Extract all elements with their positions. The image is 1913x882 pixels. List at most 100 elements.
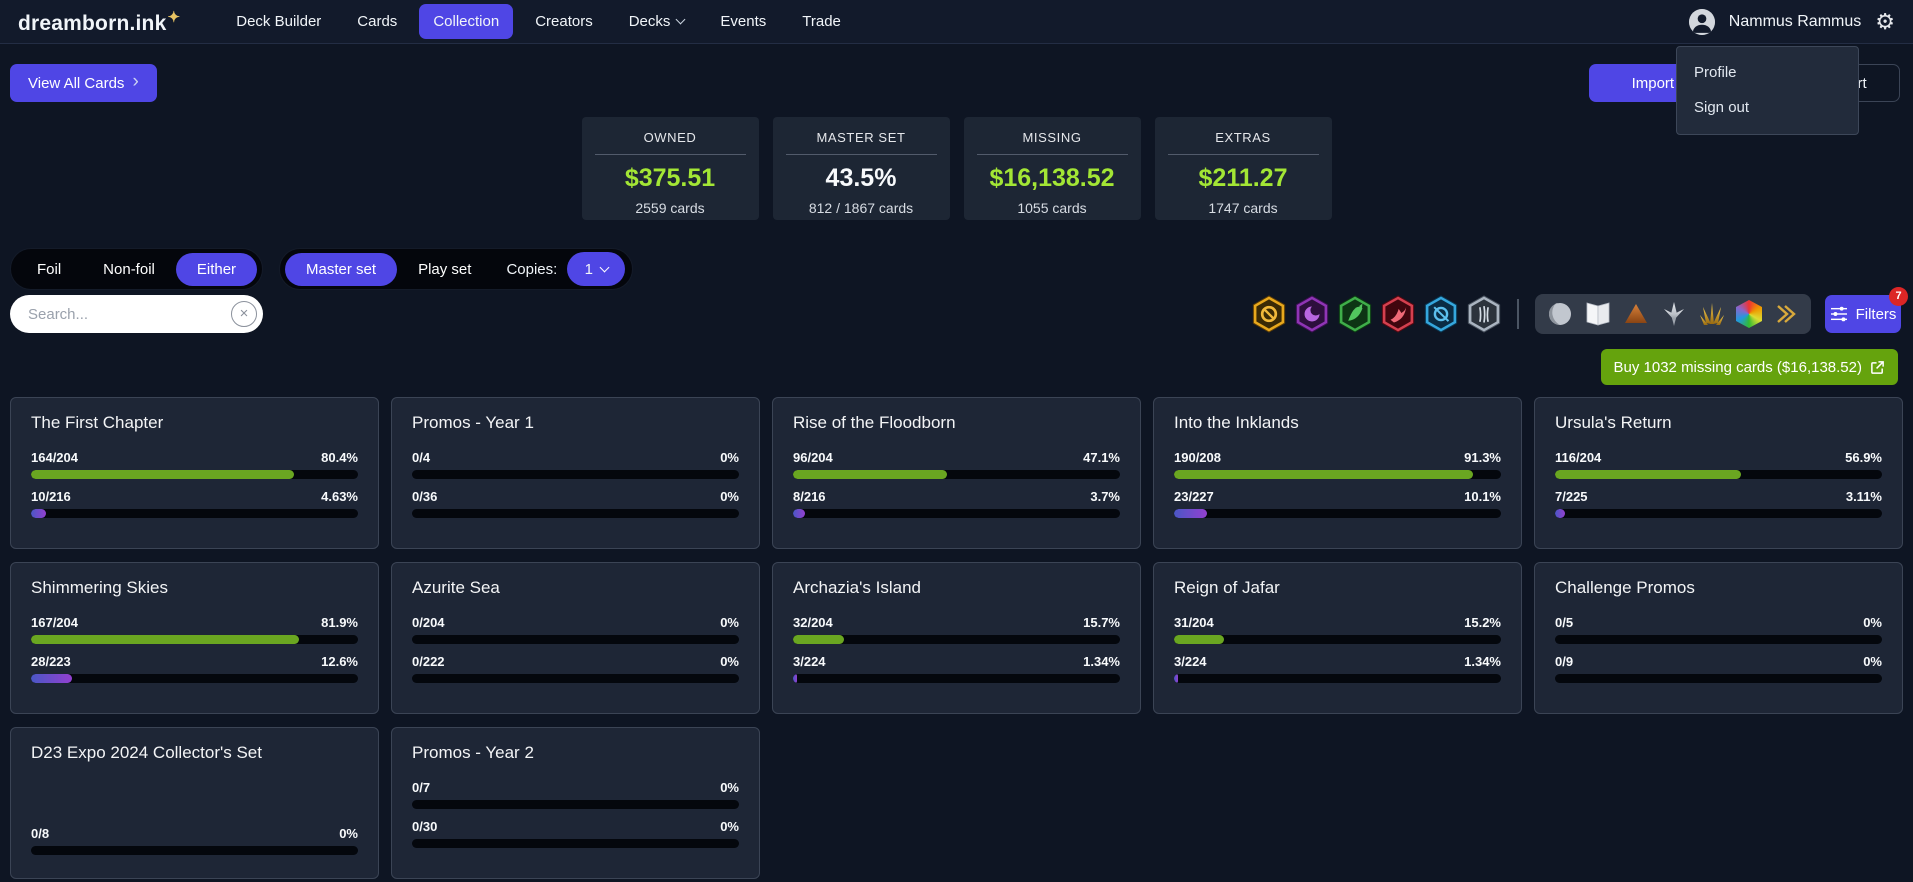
set-count: 96/204: [793, 450, 833, 465]
progress-bar: [1174, 509, 1501, 518]
gear-icon[interactable]: ⚙: [1875, 8, 1895, 34]
set-card-ursulas-return[interactable]: Ursula's Return 116/204 56.9% 7/225 3.11%: [1534, 397, 1903, 549]
set-count: 7/225: [1555, 489, 1588, 504]
emerald-ink-icon[interactable]: [1338, 295, 1372, 333]
copies-label: Copies:: [506, 260, 558, 278]
nav-item-deck-builder[interactable]: Deck Builder: [236, 13, 322, 30]
buy-missing-cards-button[interactable]: Buy 1032 missing cards ($16,138.52): [1600, 349, 1898, 385]
progress-bar: [31, 674, 358, 683]
progress-bar: [793, 509, 1120, 518]
progress-bar: [1555, 470, 1882, 479]
amethyst-ink-icon[interactable]: [1295, 295, 1329, 333]
clear-search-icon[interactable]: ×: [231, 301, 257, 327]
enchanted-rarity-icon[interactable]: [1736, 300, 1762, 328]
spacer: [31, 780, 358, 826]
set-card-d23-expo-2024[interactable]: D23 Expo 2024 Collector's Set 0/8 0%: [10, 727, 379, 879]
nav-item-cards[interactable]: Cards: [357, 13, 398, 30]
menu-item-profile[interactable]: Profile: [1694, 64, 1737, 81]
rare-rarity-icon[interactable]: [1622, 300, 1650, 328]
special-rarity-icon[interactable]: [1772, 300, 1800, 328]
set-card-into-the-inklands[interactable]: Into the Inklands 190/208 91.3% 23/227 10.…: [1153, 397, 1522, 549]
progress-fill: [793, 635, 845, 644]
progress-bar: [1174, 674, 1501, 683]
toolbar: View All Cards› Import Deck Export: [0, 44, 1913, 110]
buy-row: Buy 1032 missing cards ($16,138.52): [0, 349, 1913, 385]
bar-stats: 164/204 80.4%: [31, 450, 358, 465]
progress-bar: [1555, 674, 1882, 683]
nav-item-decks-label: Decks: [628, 13, 671, 30]
filter-foil[interactable]: Foil: [37, 260, 62, 278]
nav-item-events[interactable]: Events: [720, 13, 767, 30]
stat-label: MASTER SET: [816, 130, 906, 145]
stat-sub: 1055 cards: [1017, 200, 1087, 216]
nav-user-area: Nammus Rammus ⚙: [1688, 8, 1895, 35]
ruby-ink-icon[interactable]: [1381, 295, 1415, 333]
progress-fill: [793, 470, 948, 479]
steel-ink-icon[interactable]: [1467, 295, 1501, 333]
set-card-promos-year-2[interactable]: Promos - Year 2 0/7 0% 0/30 0%: [391, 727, 760, 879]
set-card-archazias-island[interactable]: Archazia's Island 32/204 15.7% 3/224 1.34%: [772, 562, 1141, 714]
nav-item-trade[interactable]: Trade: [802, 13, 841, 30]
set-pct: 91.3%: [1464, 450, 1501, 465]
set-pct: 0%: [720, 489, 739, 504]
progress-bar: [31, 470, 358, 479]
user-name: Nammus Rammus: [1728, 12, 1862, 30]
nav-item-decks[interactable]: Decks: [615, 4, 699, 39]
filter-either[interactable]: Either: [175, 252, 258, 286]
uncommon-rarity-icon[interactable]: [1584, 300, 1612, 328]
set-count: 3/224: [793, 654, 826, 669]
bar-stats: 96/204 47.1%: [793, 450, 1120, 465]
super-rare-rarity-icon[interactable]: [1660, 300, 1688, 328]
progress-bar: [412, 839, 739, 848]
buy-label: Buy 1032 missing cards ($16,138.52): [1613, 358, 1862, 376]
stat-value: 43.5%: [825, 164, 897, 192]
chevron-down-icon: [599, 262, 610, 272]
set-count: 0/4: [412, 450, 431, 465]
logo[interactable]: dreamborn.ink✦: [18, 8, 180, 36]
bar-stats: 32/204 15.7%: [793, 615, 1120, 630]
set-count: 28/223: [31, 654, 71, 669]
nav-item-creators[interactable]: Creators: [535, 13, 593, 30]
filters-button[interactable]: Filters 7: [1825, 287, 1908, 333]
set-card-azurite-sea[interactable]: Azurite Sea 0/204 0% 0/222 0%: [391, 562, 760, 714]
stat-sub: 1747 cards: [1208, 200, 1278, 216]
divider: [785, 154, 937, 155]
stat-label: MISSING: [1022, 130, 1082, 145]
set-pct: 15.2%: [1464, 615, 1501, 630]
divider: [976, 154, 1128, 155]
filter-play-set[interactable]: Play set: [418, 260, 472, 278]
set-title: Shimmering Skies: [31, 578, 168, 597]
bar-stats: 0/8 0%: [31, 826, 358, 841]
set-card-reign-of-jafar[interactable]: Reign of Jafar 31/204 15.2% 3/224 1.34%: [1153, 562, 1522, 714]
common-rarity-icon[interactable]: [1546, 300, 1574, 328]
filter-non-foil[interactable]: Non-foil: [103, 260, 155, 278]
sapphire-ink-icon[interactable]: [1424, 295, 1458, 333]
set-card-shimmering-skies[interactable]: Shimmering Skies 167/204 81.9% 28/223 12.6…: [10, 562, 379, 714]
copies-select[interactable]: 1: [567, 252, 626, 286]
set-count: 167/204: [31, 615, 78, 630]
progress-fill: [793, 509, 806, 518]
view-all-cards-button[interactable]: View All Cards ›: [10, 64, 157, 102]
bar-stats: 7/225 3.11%: [1555, 489, 1882, 504]
set-card-rise-of-the-floodborn[interactable]: Rise of the Floodborn 96/204 47.1% 8/216 3…: [772, 397, 1141, 549]
nav-item-collection[interactable]: Collection: [419, 4, 514, 39]
set-pct: 0%: [1863, 654, 1882, 669]
filter-master-set[interactable]: Master set: [285, 252, 398, 286]
search-input[interactable]: [10, 295, 263, 333]
set-title: D23 Expo 2024 Collector's Set: [31, 743, 262, 762]
menu-item-sign-out[interactable]: Sign out: [1694, 99, 1750, 116]
bar-stats: 0/204 0%: [412, 615, 739, 630]
set-pct: 0%: [720, 819, 739, 834]
bar-stats: 0/7 0%: [412, 780, 739, 795]
progress-bar: [412, 635, 739, 644]
bar-stats: 10/216 4.63%: [31, 489, 358, 504]
set-card-challenge-promos[interactable]: Challenge Promos 0/5 0% 0/9 0%: [1534, 562, 1903, 714]
set-card-promos-year-1[interactable]: Promos - Year 1 0/4 0% 0/36 0%: [391, 397, 760, 549]
amber-ink-icon[interactable]: [1252, 295, 1286, 333]
avatar[interactable]: [1688, 8, 1715, 35]
progress-fill: [1174, 674, 1179, 683]
progress-bar: [793, 674, 1120, 683]
legendary-rarity-icon[interactable]: [1698, 300, 1726, 328]
set-card-the-first-chapter[interactable]: The First Chapter 164/204 80.4% 10/216 4.6…: [10, 397, 379, 549]
